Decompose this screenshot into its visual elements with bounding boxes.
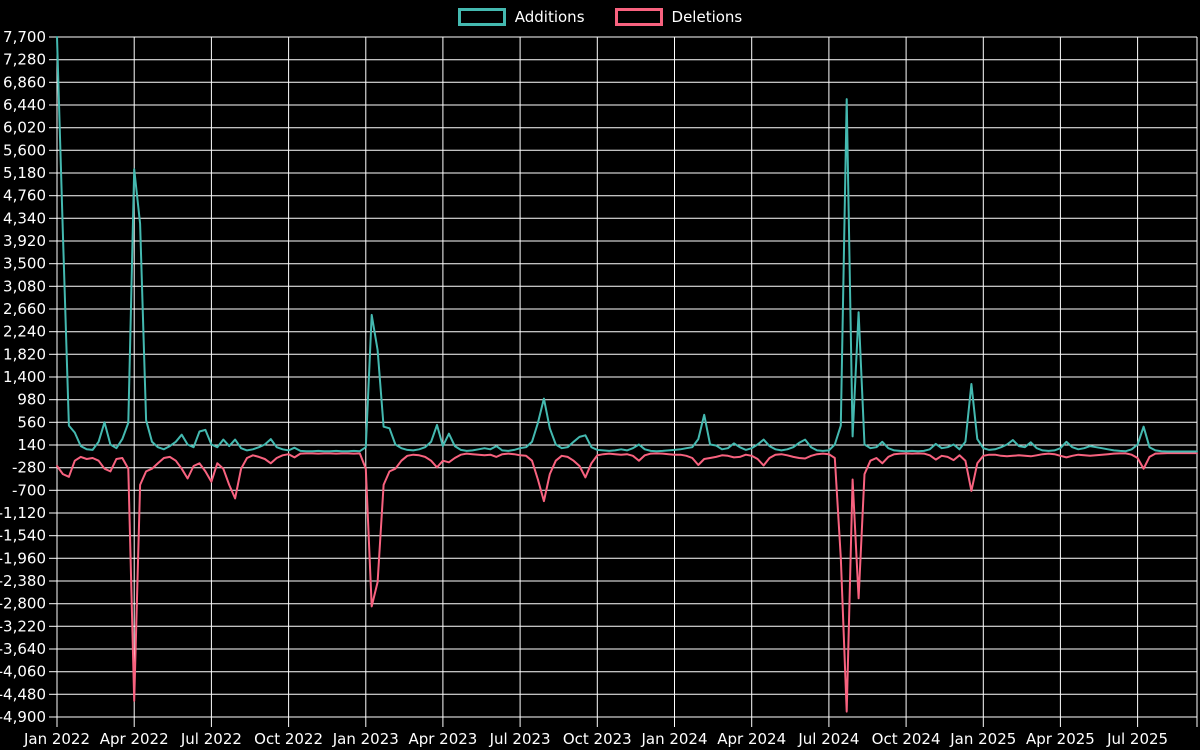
y-axis-tick-label: 3,920 <box>3 232 46 250</box>
y-axis-tick-label: 140 <box>17 436 46 454</box>
y-axis-tick-label: -700 <box>12 481 46 499</box>
y-axis-tick-label: 2,660 <box>3 300 46 318</box>
legend-item-deletions[interactable]: Deletions <box>614 8 743 26</box>
y-axis-tick-label: -2,380 <box>0 572 46 590</box>
y-axis-tick-label: -3,220 <box>0 617 46 635</box>
y-axis-tick-label: -4,060 <box>0 663 46 681</box>
x-axis-tick-label: Apr 2023 <box>408 730 477 748</box>
deletions-line <box>56 452 1198 713</box>
y-axis-tick-label: 2,240 <box>3 323 46 341</box>
y-axis-tick-label: 6,860 <box>3 73 46 91</box>
y-axis-tick-label: -4,480 <box>0 685 46 703</box>
y-axis-tick-label: -1,540 <box>0 527 46 545</box>
legend-swatch-deletions <box>614 8 663 26</box>
y-axis-tick-label: 3,500 <box>3 255 46 273</box>
x-axis-tick-label: Jan 2023 <box>332 730 399 748</box>
x-axis-tick-label: Jul 2023 <box>489 730 551 748</box>
x-axis-tick-label: Apr 2025 <box>1026 730 1095 748</box>
x-axis-tick-label: Jul 2025 <box>1106 730 1168 748</box>
additions-line <box>56 36 1198 453</box>
y-axis-tick-label: 6,440 <box>3 96 46 114</box>
x-axis-tick-label: Oct 2023 <box>563 730 632 748</box>
y-axis-tick-label: 4,340 <box>3 209 46 227</box>
chart-legend: Additions Deletions <box>0 5 1200 29</box>
x-axis-tick-label: Jan 2022 <box>23 730 90 748</box>
y-axis-tick-label: 3,080 <box>3 277 46 295</box>
y-axis-tick-label: 5,600 <box>3 141 46 159</box>
y-axis-tick-label: -280 <box>12 459 46 477</box>
y-axis-tick-label: 7,700 <box>3 28 46 46</box>
x-axis-tick-label: Oct 2022 <box>254 730 323 748</box>
x-axis-tick-label: Apr 2022 <box>100 730 169 748</box>
y-axis-tick-label: 560 <box>17 413 46 431</box>
y-axis-tick-label: -4,900 <box>0 708 46 726</box>
x-axis-tick-label: Jul 2022 <box>180 730 242 748</box>
x-axis-tick-label: Jan 2025 <box>949 730 1016 748</box>
x-axis-tick-label: Jan 2024 <box>640 730 707 748</box>
x-axis-tick-label: Jul 2024 <box>797 730 859 748</box>
y-axis-tick-label: -2,800 <box>0 595 46 613</box>
y-axis-tick-label: 4,760 <box>3 187 46 205</box>
y-axis-tick-label: 1,400 <box>3 368 46 386</box>
legend-label-deletions: Deletions <box>671 8 743 26</box>
y-axis-tick-label: 6,020 <box>3 119 46 137</box>
legend-item-additions[interactable]: Additions <box>457 8 585 26</box>
y-axis-tick-label: -1,960 <box>0 549 46 567</box>
y-axis-tick-label: 7,280 <box>3 51 46 69</box>
x-axis-tick-label: Apr 2024 <box>717 730 786 748</box>
y-axis-tick-label: -1,120 <box>0 504 46 522</box>
y-axis-tick-label: 980 <box>17 391 46 409</box>
x-axis-tick-label: Oct 2024 <box>872 730 941 748</box>
y-axis-tick-label: 1,820 <box>3 345 46 363</box>
y-axis-tick-label: -3,640 <box>0 640 46 658</box>
legend-swatch-additions <box>457 8 506 26</box>
y-axis-tick-label: 5,180 <box>3 164 46 182</box>
legend-label-additions: Additions <box>514 8 585 26</box>
